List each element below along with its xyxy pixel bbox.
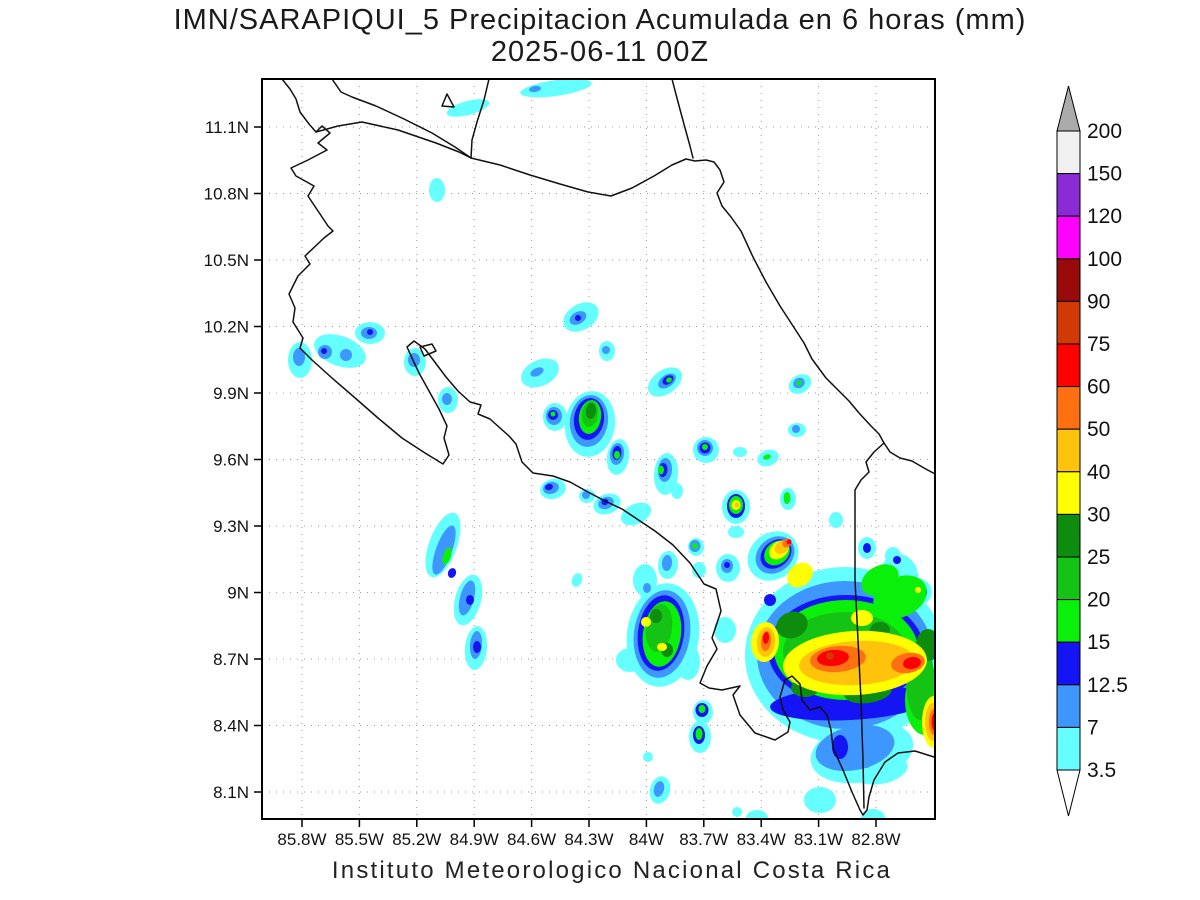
y-axis-labels: 11.1N 10.8N 10.5N 10.2N 9.9N 9.6N 9.3N 9N 8.7N 8.…	[204, 118, 262, 802]
colorbar-label: 150	[1087, 163, 1122, 186]
colorbar-cell	[1056, 130, 1081, 175]
colorbar-cell	[1056, 471, 1081, 515]
coastline-path	[419, 343, 437, 357]
colorbar-cell	[1056, 556, 1081, 601]
colorbar	[1056, 85, 1081, 817]
colorbar-cell	[1056, 258, 1081, 302]
colorbar-cell	[1056, 684, 1081, 728]
coastline-path	[441, 93, 455, 108]
colorbar-label: 60	[1087, 376, 1110, 399]
border-path	[315, 121, 472, 159]
coastline-path	[331, 79, 472, 159]
colorbar-label: 75	[1087, 333, 1110, 356]
border-path	[854, 442, 885, 809]
colorbar-label: 7	[1087, 716, 1099, 739]
x-tick-label: 84.9W	[450, 830, 499, 849]
colorbar-label: 15	[1087, 631, 1110, 654]
colorbar-label: 40	[1087, 461, 1110, 484]
x-tick-label: 84.6W	[507, 830, 556, 849]
y-tick-label: 10.8N	[204, 185, 249, 204]
y-tick-label: 9N	[227, 584, 249, 603]
y-tick-label: 10.5N	[204, 251, 249, 270]
y-tick-label: 8.4N	[213, 717, 249, 736]
colorbar-cell	[1056, 641, 1081, 686]
x-tick-label: 83.7W	[679, 830, 728, 849]
colorbar-label: 50	[1087, 418, 1110, 441]
chart-valid-time: 2025-06-11 00Z	[490, 36, 710, 68]
colorbar-label: 12.5	[1087, 674, 1128, 697]
colorbar-label: 90	[1087, 290, 1110, 313]
chart-title: IMN/SARAPIQUI_5 Precipitacion Acumulada …	[173, 4, 1027, 36]
x-tick-label: 85.5W	[335, 830, 384, 849]
y-tick-label: 10.2N	[204, 318, 249, 337]
colorbar-label: 25	[1087, 546, 1110, 569]
y-tick-label: 11.1N	[205, 118, 249, 137]
colorbar-cell	[1056, 599, 1081, 643]
colorbar-cell	[1056, 513, 1081, 558]
coastline-path	[281, 79, 935, 816]
x-tick-label: 85.2W	[392, 830, 441, 849]
x-tick-label: 84.3W	[564, 830, 613, 849]
y-tick-label: 9.9N	[213, 384, 249, 403]
colorbar-label: 100	[1087, 248, 1122, 271]
precipitation-field	[288, 79, 935, 819]
colorbar-bottom-arrow	[1056, 769, 1081, 817]
x-tick-label: 83.4W	[737, 830, 786, 849]
colorbar-label: 20	[1087, 589, 1110, 612]
y-tick-label: 9.6N	[213, 451, 249, 470]
coastline-path	[721, 205, 935, 475]
colorbar-labels: 200 150 120 100 90 75 60 50 40 30 25 20 15 12.5 7 3.5	[1087, 120, 1128, 782]
colorbar-label: 200	[1087, 120, 1122, 143]
footer-attribution: Instituto Meteorologico Nacional Costa R…	[331, 857, 893, 884]
x-tick-label: 83.1W	[794, 830, 843, 849]
colorbar-cell	[1056, 300, 1081, 345]
colorbar-label: 120	[1087, 205, 1122, 228]
plot-frame	[261, 78, 936, 820]
colorbar-label: 3.5	[1087, 759, 1116, 782]
colorbar-top-arrow	[1056, 85, 1081, 132]
x-tick-label: 85.8W	[277, 830, 326, 849]
colorbar-label: 30	[1087, 503, 1110, 526]
y-tick-label: 8.7N	[213, 650, 249, 669]
colorbar-cell	[1056, 215, 1081, 260]
coastline-path	[470, 79, 490, 159]
y-tick-label: 9.3N	[213, 517, 249, 536]
x-axis-labels: 85.8W 85.5W 85.2W 84.9W 84.6W 84.3W 84W 83.7W 83…	[277, 819, 901, 849]
colorbar-cell	[1056, 386, 1081, 430]
colorbar-cell	[1056, 343, 1081, 388]
border-path	[470, 157, 725, 207]
colorbar-cell	[1056, 726, 1081, 771]
colorbar-cell	[1056, 173, 1081, 217]
y-tick-label: 8.1N	[213, 783, 249, 802]
x-tick-label: 84W	[629, 830, 664, 849]
coastlines	[281, 79, 935, 816]
x-tick-label: 82.8W	[851, 830, 900, 849]
colorbar-cell	[1056, 428, 1081, 473]
coastline-path	[671, 79, 694, 159]
